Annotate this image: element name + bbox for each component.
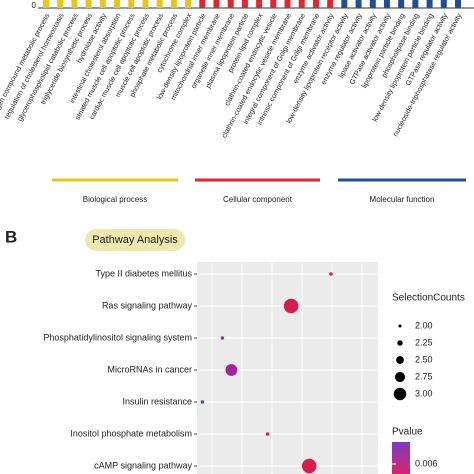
size-legend-label: 3.00 xyxy=(415,388,433,398)
bar-stub xyxy=(355,0,362,8)
bar-stub xyxy=(142,0,149,8)
bar-stub xyxy=(99,0,106,8)
bar-stub xyxy=(227,0,234,8)
bar-stub xyxy=(369,0,376,8)
bar-stub xyxy=(241,0,248,8)
bar-stub xyxy=(114,0,121,8)
bar-stub xyxy=(71,0,78,8)
point xyxy=(225,364,238,376)
bar-stub xyxy=(312,0,319,8)
bar-stub xyxy=(455,0,461,8)
color-bar xyxy=(392,442,410,474)
bar-stub xyxy=(156,0,163,8)
color-tick-label: 0.006 xyxy=(415,458,438,468)
y-tick-label: MicroRNAs in cancer xyxy=(107,364,192,374)
size-legend-key xyxy=(397,340,403,346)
size-legend-key xyxy=(398,324,402,328)
bar-stub xyxy=(327,0,334,8)
bar-stub xyxy=(341,0,348,8)
bar-stub xyxy=(383,0,390,8)
y-tick-label: Ras signaling pathway xyxy=(102,300,193,310)
point xyxy=(301,458,317,474)
bar-stub xyxy=(185,0,192,8)
bar-stub xyxy=(270,0,277,8)
y-tick-label: Type II diabetes mellitus xyxy=(95,268,192,278)
title-box xyxy=(85,229,185,251)
group-label: Cellular component xyxy=(223,195,293,204)
size-legend-label: 2.25 xyxy=(415,337,433,347)
y-tick-label: 0 xyxy=(32,1,37,10)
point xyxy=(200,400,205,404)
bar-stub xyxy=(412,0,419,8)
y-tick-label: Phosphatidylinositol signaling system xyxy=(43,332,192,342)
bar-stub xyxy=(128,0,135,8)
color-legend-title: Pvalue xyxy=(392,427,423,438)
y-tick-label: cAMP signaling pathway xyxy=(94,460,192,470)
bar-stub xyxy=(398,0,405,8)
y-tick-label: Insulin resistance xyxy=(122,396,192,406)
size-legend-label: 2.00 xyxy=(415,320,433,330)
group-label: Molecular function xyxy=(370,195,435,204)
bar-stub xyxy=(85,0,92,8)
bar-stub xyxy=(213,0,220,8)
bar-stub xyxy=(43,0,49,8)
bar-stub xyxy=(284,0,291,8)
point xyxy=(329,272,333,276)
bar-stub xyxy=(170,0,177,8)
point xyxy=(220,336,225,340)
bar-stub xyxy=(57,0,64,8)
bar-stub xyxy=(199,0,206,8)
plot-panel xyxy=(197,262,378,474)
group-label: Biological process xyxy=(83,195,147,204)
size-legend-title: SelectionCounts xyxy=(392,293,465,304)
panel-label: B xyxy=(5,227,17,246)
bar-stub xyxy=(298,0,305,8)
size-legend-key xyxy=(393,387,407,401)
point xyxy=(265,432,270,436)
point xyxy=(283,298,299,314)
bar-stub xyxy=(256,0,263,8)
y-tick-label: Inositol phosphate metabolism xyxy=(70,428,192,438)
x-tick-label: glycerophospholipid catabolic process xyxy=(15,11,80,122)
size-legend-label: 2.75 xyxy=(415,371,433,381)
size-legend-label: 2.50 xyxy=(415,354,433,364)
bar-stub xyxy=(440,0,447,8)
bar-stub xyxy=(426,0,433,8)
chart-title: Pathway Analysis xyxy=(92,234,178,246)
size-legend-key xyxy=(394,371,406,383)
size-legend-key xyxy=(396,356,404,364)
